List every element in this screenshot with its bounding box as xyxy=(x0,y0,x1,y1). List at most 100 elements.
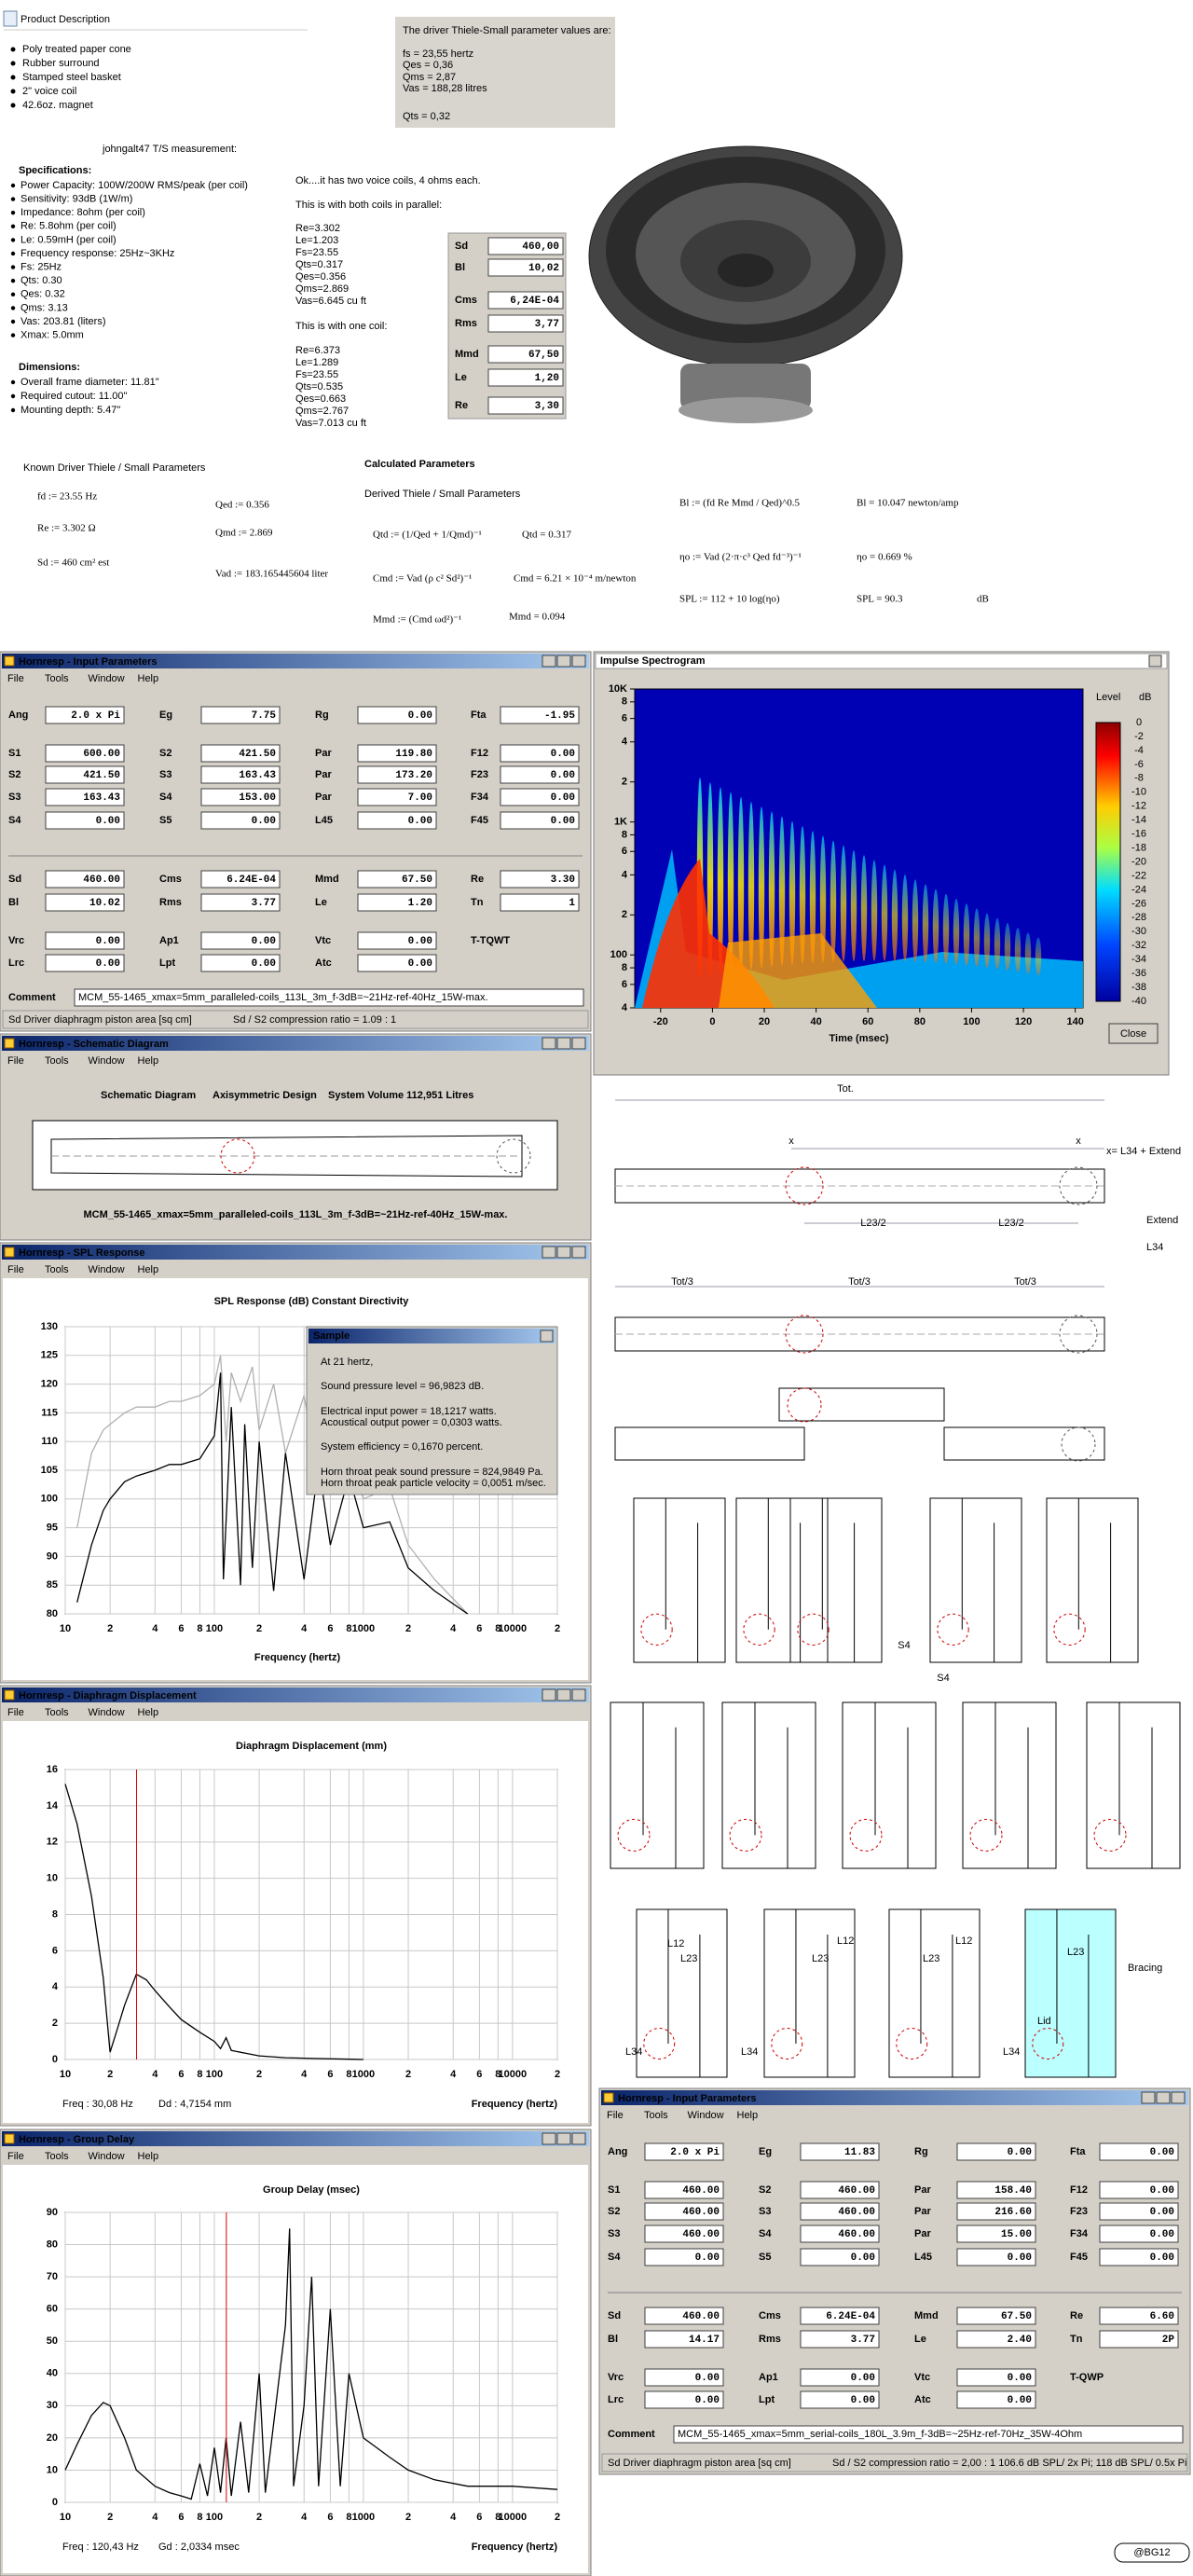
field-value[interactable]: 67.50 xyxy=(1001,2311,1032,2322)
field-value[interactable]: 421.50 xyxy=(83,770,120,781)
window-button[interactable] xyxy=(556,1037,571,1050)
field-value[interactable]: 0.00 xyxy=(551,792,575,804)
field-value[interactable]: 2P xyxy=(1162,2335,1175,2346)
window-button[interactable] xyxy=(571,1037,586,1050)
field-value[interactable]: 15.00 xyxy=(1001,2229,1032,2240)
window-button[interactable] xyxy=(556,2132,571,2145)
field-value[interactable]: 0.00 xyxy=(1150,2185,1174,2197)
menu-item[interactable]: Window xyxy=(89,1055,125,1067)
window-button[interactable] xyxy=(542,1037,556,1050)
field-value[interactable]: 460.00 xyxy=(838,2229,875,2240)
field-value[interactable]: 0.00 xyxy=(1150,2252,1174,2264)
field-value[interactable]: 460.00 xyxy=(682,2311,720,2322)
field-value[interactable]: 3.77 xyxy=(851,2335,875,2346)
close-button[interactable] xyxy=(1148,654,1162,668)
field-value[interactable]: 460.00 xyxy=(682,2207,720,2218)
menu-item[interactable]: Tools xyxy=(45,1707,69,1718)
field-value[interactable]: 0.00 xyxy=(695,2252,720,2264)
menu-item[interactable]: Help xyxy=(138,1055,159,1067)
field-value[interactable]: -1.95 xyxy=(544,710,575,722)
field-value[interactable]: 0.00 xyxy=(551,816,575,827)
field-value[interactable]: 0.00 xyxy=(408,710,432,722)
window-button[interactable] xyxy=(542,1688,556,1701)
field-value[interactable]: 1 xyxy=(569,898,575,909)
field-value[interactable]: 10.02 xyxy=(89,898,120,909)
field-value[interactable]: 2.0 x Pi xyxy=(71,710,120,722)
field-value[interactable]: 119.80 xyxy=(395,749,432,760)
field-value[interactable]: 0.00 xyxy=(851,2252,875,2264)
field-value[interactable]: 7.75 xyxy=(252,710,277,722)
window-button[interactable] xyxy=(542,654,556,668)
field-value[interactable]: 460.00 xyxy=(83,875,120,886)
field-value[interactable]: 0.00 xyxy=(408,958,432,970)
field-value[interactable]: 460.00 xyxy=(682,2229,720,2240)
field-value[interactable]: 421.50 xyxy=(239,749,276,760)
field-value[interactable]: 0.00 xyxy=(96,816,120,827)
field-value[interactable]: 153.00 xyxy=(239,792,276,804)
field-value[interactable]: 0.00 xyxy=(551,770,575,781)
menu-item[interactable]: Help xyxy=(737,2110,759,2121)
window-button[interactable] xyxy=(542,2132,556,2145)
window-button[interactable] xyxy=(542,1246,556,1259)
field-value[interactable]: 0.00 xyxy=(695,2373,720,2384)
field-value[interactable]: 0.00 xyxy=(1150,2207,1174,2218)
menu-item[interactable]: Tools xyxy=(45,673,69,684)
window-button[interactable] xyxy=(556,654,571,668)
field-value[interactable]: 173.20 xyxy=(395,770,432,781)
field-value[interactable]: 0.00 xyxy=(408,936,432,947)
field-value[interactable]: 0.00 xyxy=(1150,2147,1174,2158)
field-value[interactable]: 460.00 xyxy=(682,2185,720,2197)
menu-item[interactable]: Window xyxy=(688,2110,724,2121)
menu-item[interactable]: File xyxy=(7,1707,24,1718)
menu-item[interactable]: Tools xyxy=(45,1055,69,1067)
field-value[interactable]: 1.20 xyxy=(408,898,432,909)
field-value[interactable]: 0.00 xyxy=(695,2395,720,2406)
window-button[interactable] xyxy=(556,1246,571,1259)
menu-item[interactable]: Help xyxy=(138,2151,159,2162)
menu-item[interactable]: Window xyxy=(89,1707,125,1718)
close-button[interactable] xyxy=(540,1329,554,1343)
field-value[interactable]: 6.60 xyxy=(1150,2311,1174,2322)
menu-item[interactable]: Tools xyxy=(45,1264,69,1275)
menu-item[interactable]: File xyxy=(7,673,24,684)
menu-item[interactable]: File xyxy=(7,1264,24,1275)
window-button[interactable] xyxy=(571,1688,586,1701)
menu-item[interactable]: Window xyxy=(89,673,125,684)
field-value[interactable]: 600.00 xyxy=(83,749,120,760)
field-value[interactable]: 163.43 xyxy=(83,792,120,804)
menu-item[interactable]: File xyxy=(7,1055,24,1067)
field-value[interactable]: 0.00 xyxy=(252,936,276,947)
field-value[interactable]: 6.24E-04 xyxy=(226,875,276,886)
close-button[interactable] xyxy=(1108,1023,1159,1044)
button-label[interactable]: Close xyxy=(1120,1028,1146,1040)
field-value[interactable]: 14.17 xyxy=(689,2335,720,2346)
field-value[interactable]: 0.00 xyxy=(851,2373,875,2384)
field-value[interactable]: 0.00 xyxy=(851,2395,875,2406)
window-button[interactable] xyxy=(571,2132,586,2145)
field-value[interactable]: 67.50 xyxy=(402,875,432,886)
menu-item[interactable]: Tools xyxy=(644,2110,668,2121)
comment[interactable]: MCM_55-1465_xmax=5mm_paralleled-coils_11… xyxy=(78,992,488,1003)
menu-item[interactable]: Help xyxy=(138,1707,159,1718)
field-value[interactable]: 0.00 xyxy=(1008,2252,1032,2264)
field-value[interactable]: 0.00 xyxy=(96,958,120,970)
window-button[interactable] xyxy=(1171,2091,1186,2104)
comment[interactable]: MCM_55-1465_xmax=5mm_serial-coils_180L_3… xyxy=(678,2429,1082,2440)
window-button[interactable] xyxy=(1156,2091,1171,2104)
field-value[interactable]: 0.00 xyxy=(408,816,432,827)
menu-item[interactable]: Help xyxy=(138,673,159,684)
field-value[interactable]: 216.60 xyxy=(994,2207,1032,2218)
menu-item[interactable]: File xyxy=(607,2110,624,2121)
field-value[interactable]: 0.00 xyxy=(252,816,276,827)
field-value[interactable]: 158.40 xyxy=(994,2185,1032,2197)
field-value[interactable]: 0.00 xyxy=(1008,2147,1032,2158)
window-button[interactable] xyxy=(556,1688,571,1701)
menu-item[interactable]: Window xyxy=(89,1264,125,1275)
field-value[interactable]: 3.77 xyxy=(252,898,276,909)
field-value[interactable]: 460.00 xyxy=(838,2207,875,2218)
window-button[interactable] xyxy=(571,654,586,668)
field-value[interactable]: 0.00 xyxy=(96,936,120,947)
menu-item[interactable]: Help xyxy=(138,1264,159,1275)
field-value[interactable]: 2.0 x Pi xyxy=(670,2147,720,2158)
window-button[interactable] xyxy=(571,1246,586,1259)
